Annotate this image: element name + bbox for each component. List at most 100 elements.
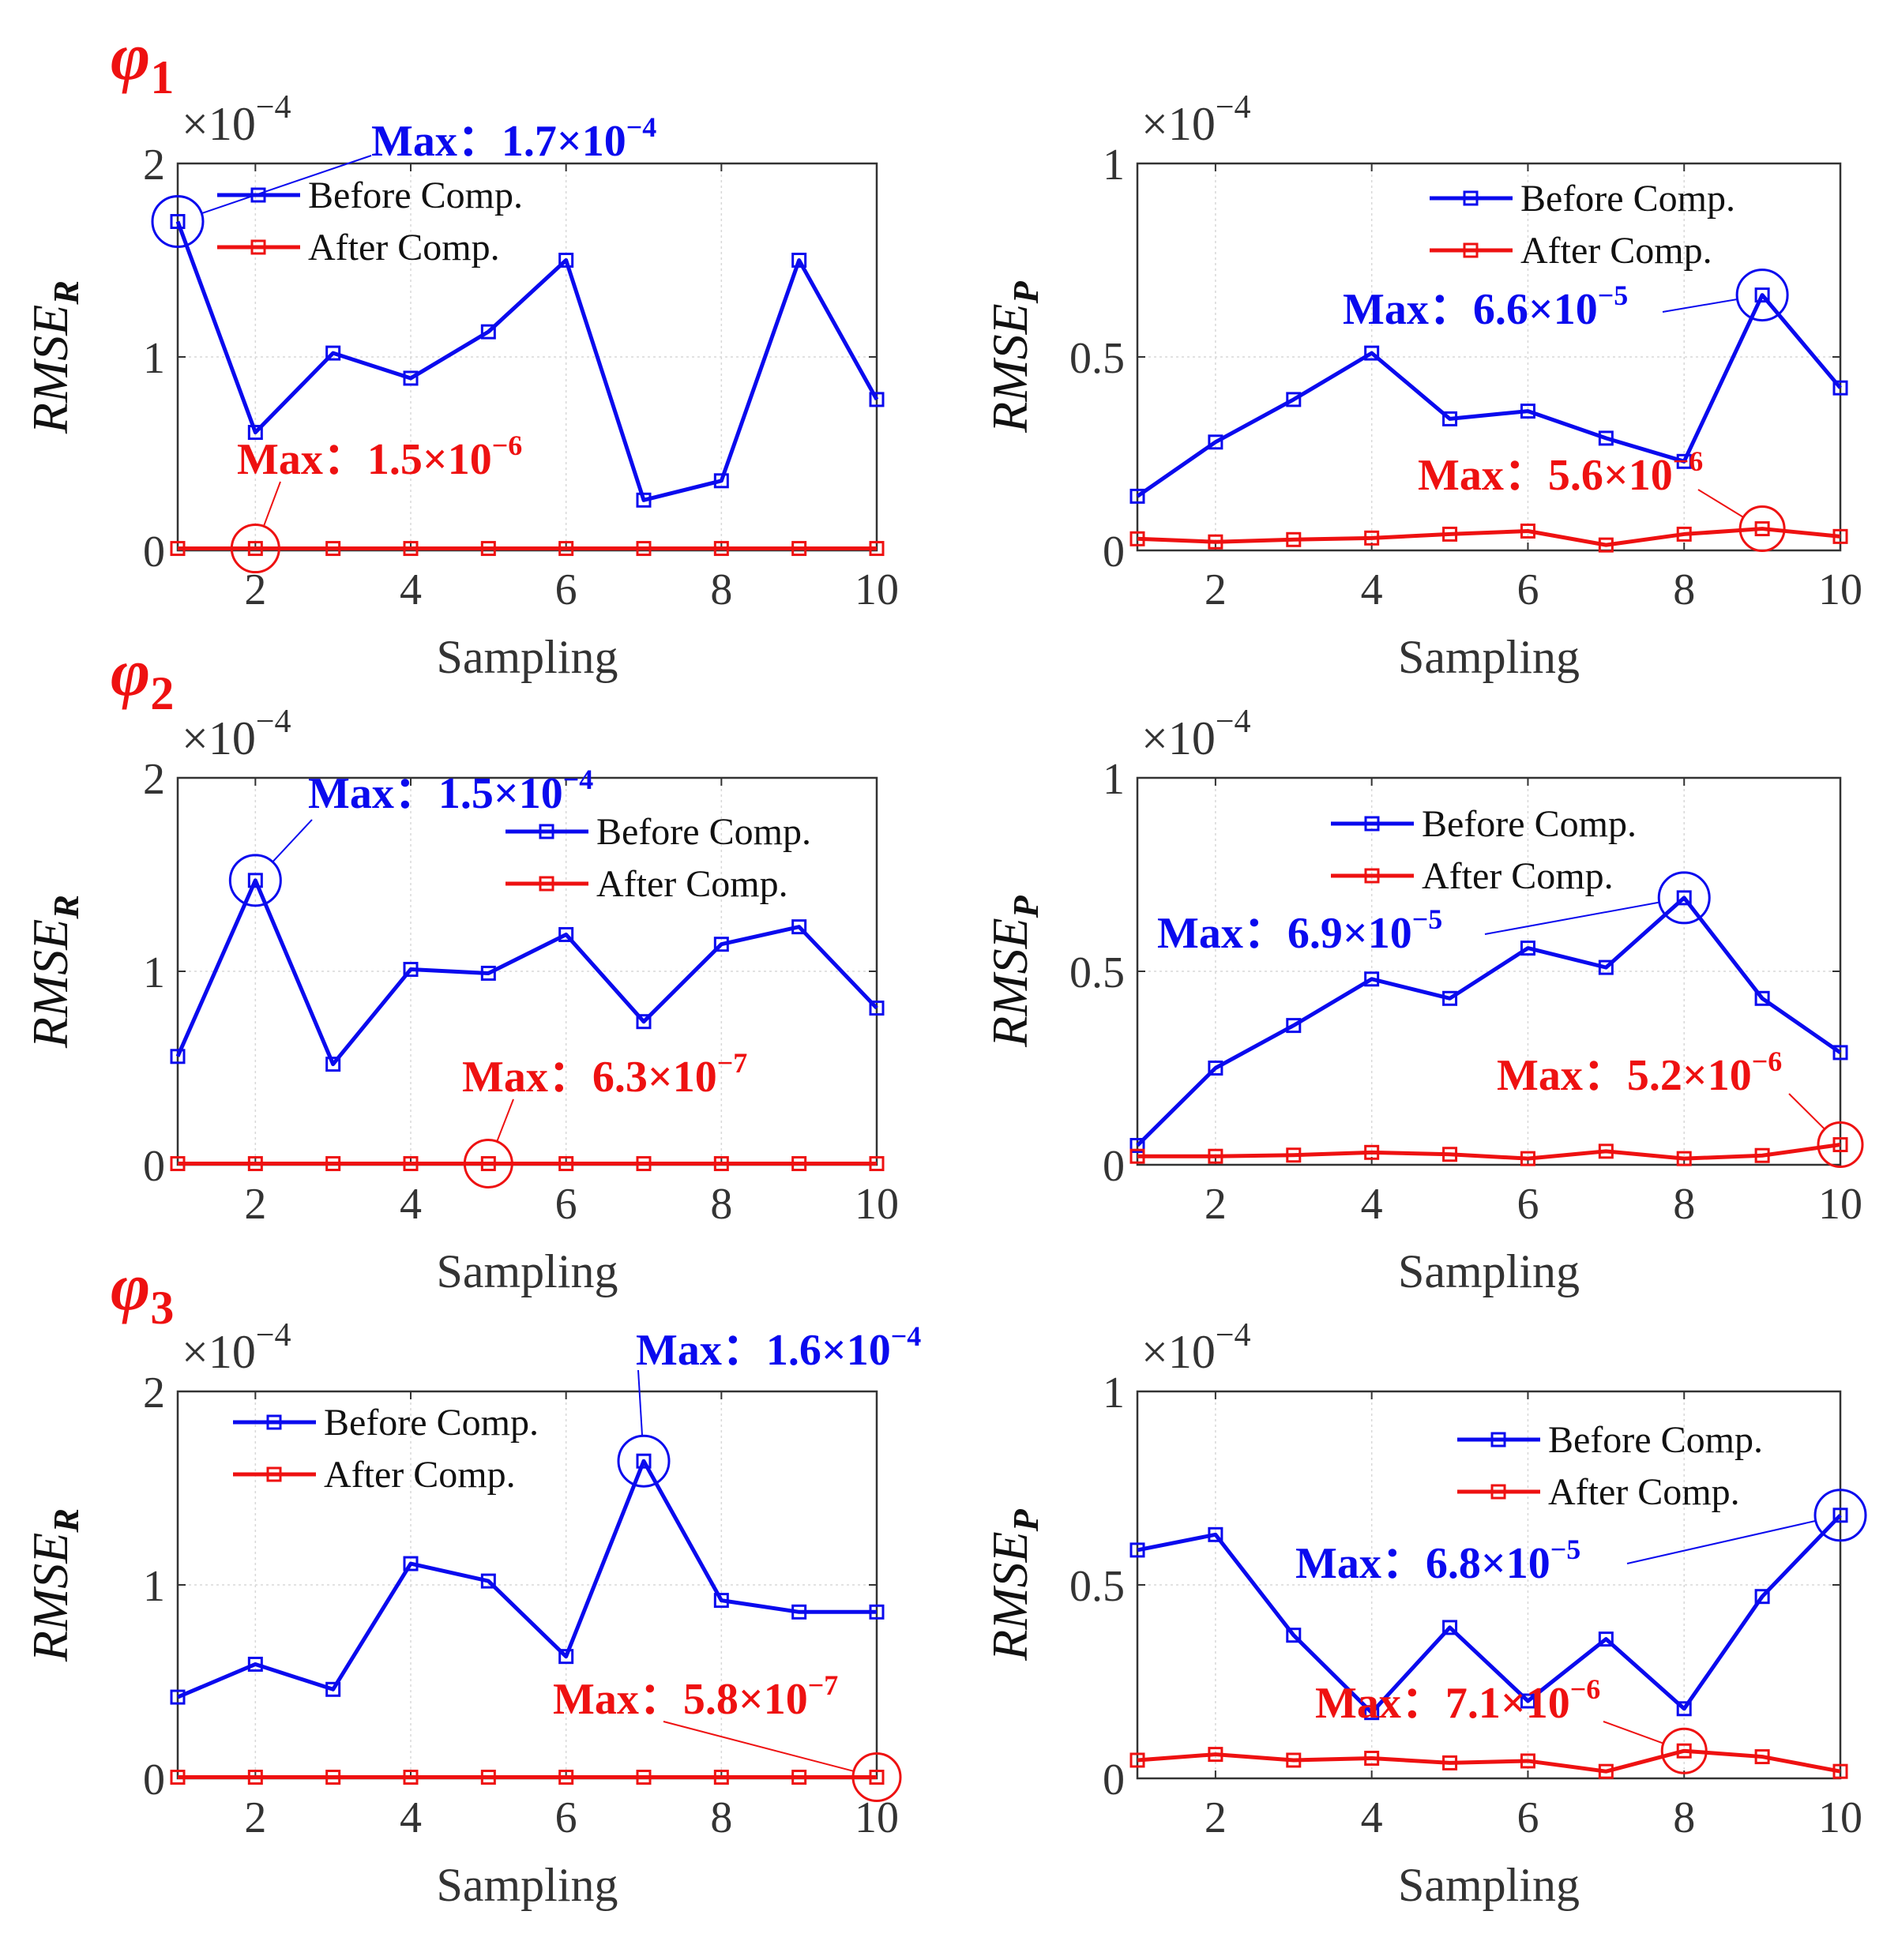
data-point-before <box>1208 1526 1223 1542</box>
data-point-before <box>1676 1701 1692 1717</box>
data-point-after <box>1442 526 1458 542</box>
max-annotation: Max：1.7×10−4 <box>371 111 656 166</box>
data-point-before <box>1676 890 1692 906</box>
series-line-after <box>1137 1748 1841 1774</box>
x-tick-label: 2 <box>1205 1180 1227 1229</box>
data-point-before <box>791 919 807 935</box>
max-highlight-circle <box>1817 1121 1864 1169</box>
series-line-before <box>175 220 879 502</box>
data-point-before <box>1364 1705 1380 1721</box>
y-exponent-power: −4 <box>1216 89 1251 126</box>
max-annotation: Max：6.3×10−7 <box>462 1047 747 1102</box>
y-exponent-base: ×10 <box>182 712 256 764</box>
data-point-after <box>869 1770 885 1785</box>
y-tick-label: 1 <box>143 948 165 997</box>
series-line-before <box>1136 896 1842 1147</box>
data-point-after <box>1129 531 1145 546</box>
y-axis-label-sub: R <box>46 1508 86 1534</box>
data-point-after <box>325 541 341 557</box>
legend-swatch-marker <box>266 1414 282 1430</box>
max-annotation: Max：1.5×10−6 <box>237 430 522 484</box>
annotation-prefix: Max： <box>1295 1539 1426 1588</box>
data-point-before <box>1364 345 1380 361</box>
data-point-after <box>791 1156 807 1172</box>
max-annotation: Max：1.5×10−4 <box>308 764 593 818</box>
data-point-after <box>170 1770 186 1785</box>
data-point-after <box>791 1770 807 1785</box>
data-point-before <box>1598 430 1614 446</box>
data-point-before <box>636 1453 652 1469</box>
x-tick-label: 6 <box>555 1793 577 1842</box>
y-exponent-base: ×10 <box>182 98 256 150</box>
data-point-before <box>869 392 885 407</box>
annotation-exponent: −5 <box>1550 1534 1581 1565</box>
x-axis-label: Sampling <box>436 1245 618 1297</box>
max-highlight-circle <box>1813 1489 1867 1542</box>
data-point-after <box>1286 1147 1302 1163</box>
data-point-after <box>1129 1148 1145 1164</box>
data-point-after <box>713 1770 729 1785</box>
max-highlight-circle <box>463 1139 513 1189</box>
x-tick-label: 10 <box>1818 1180 1862 1229</box>
data-point-before <box>869 1604 885 1620</box>
annotation-mantissa: 6.9×10 <box>1287 909 1412 958</box>
y-axis-label-main: RMSE <box>22 1533 78 1663</box>
data-point-after <box>1520 1151 1535 1166</box>
legend-swatch-marker <box>1490 1484 1506 1500</box>
y-axis-label: RMSER <box>22 280 86 434</box>
annotation-prefix: Max： <box>462 1053 592 1102</box>
data-point-before <box>1598 959 1614 975</box>
x-axis-label: Sampling <box>436 1859 618 1911</box>
data-point-after <box>1832 528 1848 544</box>
data-point-before <box>1129 1542 1145 1558</box>
legend-swatch-marker <box>1364 868 1380 884</box>
data-point-before <box>170 1049 186 1064</box>
data-point-before <box>403 1556 419 1571</box>
annotation-mantissa: 1.7×10 <box>502 117 626 166</box>
data-point-after <box>247 1156 263 1172</box>
annotation-mantissa: 6.6×10 <box>1473 285 1598 334</box>
y-axis-label-main: RMSE <box>22 919 78 1049</box>
data-point-after <box>403 1156 419 1172</box>
data-point-before <box>170 214 186 229</box>
max-annotation: Max：5.2×10−6 <box>1497 1046 1782 1100</box>
annotation-leader-line <box>637 1369 644 1436</box>
data-point-after <box>1832 1763 1848 1779</box>
annotation-mantissa: 5.8×10 <box>683 1675 808 1724</box>
row-label-subscript: 2 <box>150 667 174 719</box>
data-point-before <box>1286 392 1302 407</box>
data-point-before <box>1832 380 1848 396</box>
y-axis-label: RMSER <box>22 1508 86 1662</box>
annotation-leader-line <box>1626 1519 1817 1564</box>
data-point-before <box>403 370 419 386</box>
row-label-subscript: 1 <box>150 51 174 103</box>
max-highlight-circle <box>230 524 280 574</box>
x-tick-label: 8 <box>710 565 732 614</box>
y-exponent-power: −4 <box>256 1317 291 1354</box>
y-axis-label-sub: R <box>46 280 86 306</box>
y-exponent-base: ×10 <box>1141 712 1216 764</box>
y-tick-label: 0 <box>143 1142 165 1191</box>
y-axis-label: RMSEP <box>982 895 1046 1048</box>
annotation-mantissa: 1.5×10 <box>438 769 563 818</box>
annotation-exponent: −5 <box>1412 903 1443 935</box>
legend-swatch-marker <box>1490 1432 1506 1447</box>
annotation-leader-line <box>1697 489 1744 518</box>
legend-swatch-marker <box>250 239 266 255</box>
max-highlight-circle <box>228 854 282 907</box>
legend-label: After Comp. <box>1422 855 1614 897</box>
x-tick-label: 2 <box>244 565 266 614</box>
annotation-prefix: Max： <box>636 1326 766 1375</box>
series-line-before <box>1136 293 1842 498</box>
data-point-after <box>1364 1144 1380 1160</box>
data-point-before <box>1364 971 1380 987</box>
x-tick-label: 4 <box>400 565 422 614</box>
annotation-exponent: −4 <box>891 1320 922 1352</box>
data-point-before <box>1129 1138 1145 1153</box>
data-point-before <box>247 873 263 888</box>
x-tick-label: 10 <box>1818 1793 1862 1842</box>
data-point-after <box>1754 1147 1770 1163</box>
series-line-before <box>177 1459 877 1699</box>
series-line-before <box>175 878 878 1067</box>
